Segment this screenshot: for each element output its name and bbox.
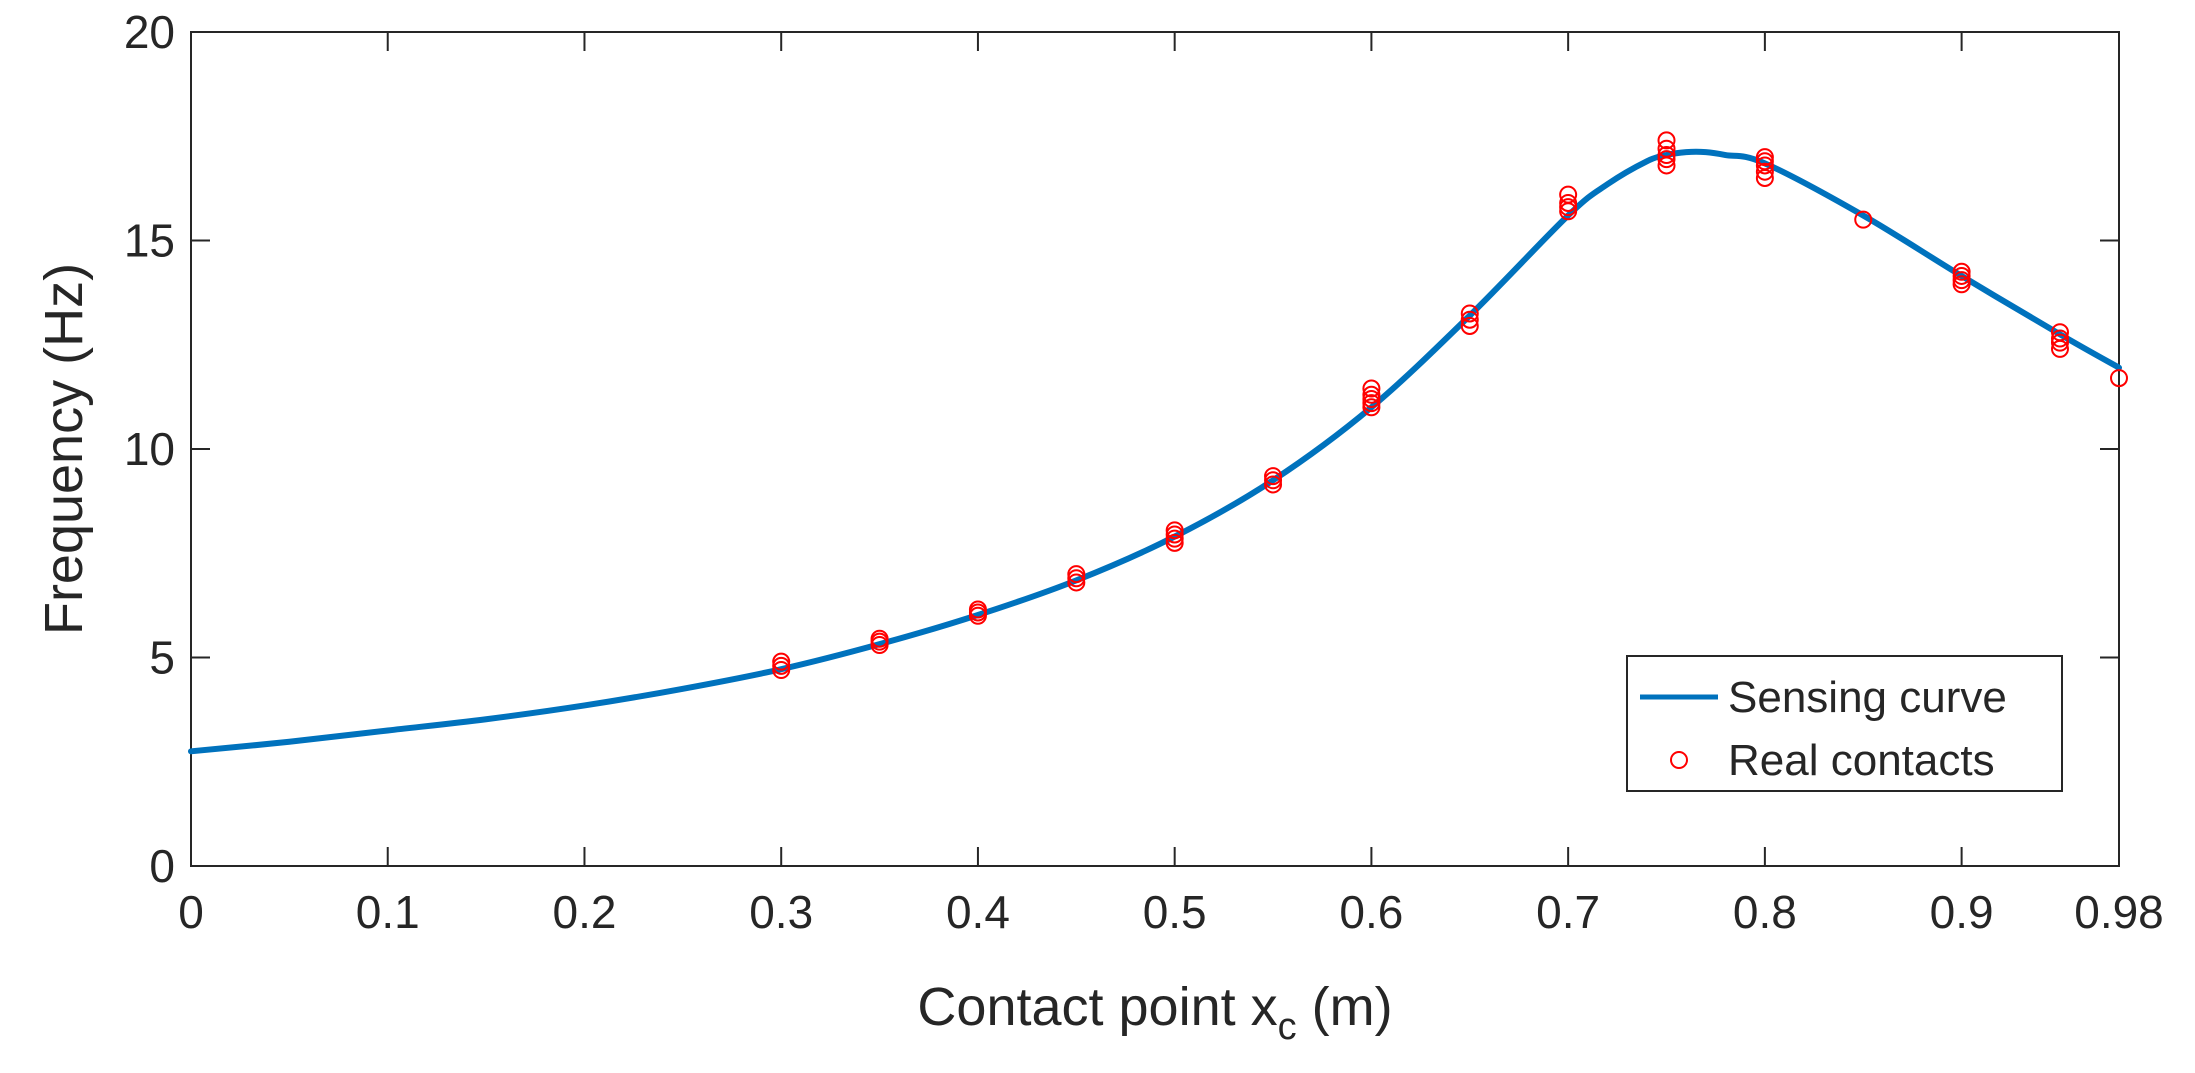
real-contact-point: [1362, 398, 1381, 417]
y-tick-label: 20: [124, 6, 175, 58]
legend-label-real-contacts: Real contacts: [1728, 736, 1995, 785]
x-tick-label: 0.3: [749, 886, 813, 938]
x-tick-label: 0.2: [552, 886, 616, 938]
real-contact-point: [1264, 467, 1283, 486]
x-axis-title-main: Contact point x: [917, 977, 1277, 1037]
real-contact-point: [1460, 304, 1479, 323]
real-contact-point: [1165, 521, 1184, 540]
real-contact-point: [1362, 385, 1381, 404]
x-axis-title-unit: (m): [1297, 977, 1393, 1037]
real-contact-point: [1657, 139, 1676, 158]
real-contact-point: [2050, 333, 2069, 352]
series-layer: [188, 131, 2128, 755]
legend-box: [1626, 655, 2063, 792]
real-contact-point: [1362, 394, 1381, 413]
real-contact-point: [1067, 565, 1086, 584]
x-tick-label: 0.6: [1339, 886, 1403, 938]
real-contact-point: [1165, 529, 1184, 548]
real-contact-point: [1657, 150, 1676, 169]
legend-label-sensing-curve: Sensing curve: [1728, 673, 2007, 722]
real-contact-point: [1854, 210, 1873, 229]
real-contact-point: [1362, 389, 1381, 408]
x-tick-label: 0.5: [1143, 886, 1207, 938]
real-contact-point: [1559, 198, 1578, 217]
real-contact-point: [1657, 131, 1676, 150]
real-contact-point: [1264, 471, 1283, 490]
real-contact-point: [870, 629, 889, 648]
x-tick-label: 0: [178, 886, 204, 938]
y-tick-label: 0: [149, 840, 175, 892]
real-contact-point: [1362, 379, 1381, 398]
x-tick-label: 0.7: [1536, 886, 1600, 938]
real-contact-point: [1559, 185, 1578, 204]
real-contact-point: [1657, 146, 1676, 165]
real-contact-point: [1755, 148, 1774, 167]
real-contact-point: [1755, 152, 1774, 171]
real-contact-point: [1559, 193, 1578, 212]
x-tick-label: 0.98: [2074, 886, 2164, 938]
y-tick-label: 10: [124, 423, 175, 475]
y-axis-title: Frequency (Hz): [34, 263, 94, 635]
real-contact-point: [772, 652, 791, 671]
x-tick-label: 0.4: [946, 886, 1010, 938]
real-contact-point: [1165, 525, 1184, 544]
real-contact-point: [1952, 275, 1971, 294]
real-contact-point: [1165, 533, 1184, 552]
real-contact-point: [1067, 569, 1086, 588]
real-contact-point: [1755, 162, 1774, 181]
real-contact-point: [1460, 316, 1479, 335]
legend: Sensing curve Real contacts: [1626, 655, 2063, 792]
y-tick-label: 15: [124, 215, 175, 267]
real-contact-point: [1952, 271, 1971, 290]
y-axis-ticks: 0 5 10 15 20: [124, 6, 2119, 892]
real-contact-point: [1460, 310, 1479, 329]
x-axis-title-subscript: c: [1278, 1006, 1297, 1048]
legend-marker-swatch: [1670, 751, 1688, 769]
real-contact-point: [1952, 262, 1971, 281]
real-contact-point: [772, 661, 791, 680]
x-tick-label: 0.1: [356, 886, 420, 938]
real-contact-point: [1067, 573, 1086, 592]
real-contact-point: [2110, 369, 2128, 388]
y-tick-label: 5: [149, 632, 175, 684]
real-contact-point: [1755, 156, 1774, 175]
x-tick-label: 0.9: [1930, 886, 1994, 938]
real-contact-point: [772, 656, 791, 675]
x-axis-ticks: 0 0.1 0.2 0.3 0.4 0.5 0.6 0.7 0.8 0.9 0.98: [178, 32, 2164, 938]
real-contact-point: [968, 600, 987, 619]
x-tick-label: 0.8: [1733, 886, 1797, 938]
real-contact-point: [1264, 475, 1283, 494]
real-contact-point: [2050, 323, 2069, 342]
real-contact-point: [1952, 266, 1971, 285]
x-axis-title: Contact point xc (m): [917, 977, 1392, 1048]
real-contact-point: [2050, 329, 2069, 348]
